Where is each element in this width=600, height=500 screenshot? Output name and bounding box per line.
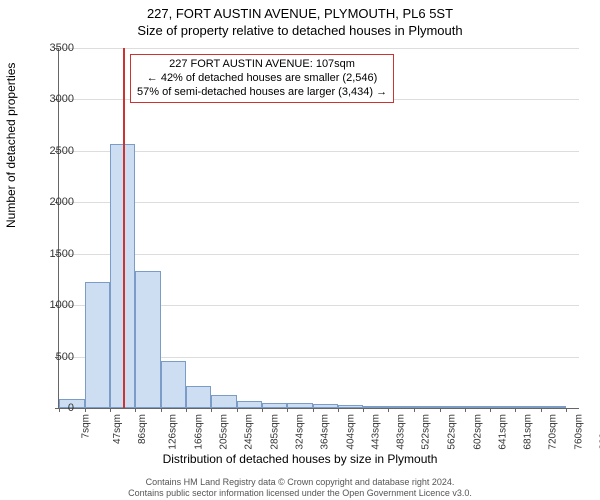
histogram-bar	[211, 395, 237, 408]
histogram-bar	[363, 406, 388, 408]
xtick-mark	[490, 408, 491, 412]
xtick-mark	[515, 408, 516, 412]
xtick-mark	[287, 408, 288, 412]
xtick-mark	[110, 408, 111, 412]
property-marker-line	[123, 48, 125, 408]
histogram-bar	[85, 282, 110, 408]
xtick-mark	[59, 408, 60, 412]
gridline	[59, 151, 579, 152]
xtick-mark	[388, 408, 389, 412]
xtick-mark	[262, 408, 263, 412]
xtick-mark	[186, 408, 187, 412]
ytick-label: 3000	[50, 93, 74, 105]
histogram-bar	[186, 386, 212, 408]
xtick-label: 483sqm	[396, 414, 407, 450]
histogram-bar	[287, 403, 313, 408]
xtick-mark	[135, 408, 136, 412]
xtick-mark	[211, 408, 212, 412]
histogram-bar	[541, 406, 567, 408]
gridline	[59, 254, 579, 255]
ytick-label: 0	[68, 402, 74, 414]
xtick-label: 47sqm	[112, 414, 123, 444]
gridline	[59, 202, 579, 203]
xtick-mark	[440, 408, 441, 412]
xtick-mark	[541, 408, 542, 412]
xtick-label: 522sqm	[421, 414, 432, 450]
footer-line1: Contains HM Land Registry data © Crown c…	[0, 477, 600, 487]
xtick-label: 324sqm	[294, 414, 305, 450]
xtick-label: 760sqm	[573, 414, 584, 450]
annotation-line: 57% of semi-detached houses are larger (…	[137, 86, 387, 100]
xtick-mark	[465, 408, 466, 412]
xtick-mark	[237, 408, 238, 412]
ytick-label: 2500	[50, 145, 74, 157]
xtick-mark	[85, 408, 86, 412]
page-title-line2: Size of property relative to detached ho…	[0, 21, 600, 38]
xtick-label: 641sqm	[497, 414, 508, 450]
annotation-line: 227 FORT AUSTIN AVENUE: 107sqm	[137, 58, 387, 72]
footer-line2: Contains public sector information licen…	[0, 488, 600, 498]
histogram-bar	[440, 406, 465, 408]
xtick-mark	[414, 408, 415, 412]
xtick-label: 562sqm	[447, 414, 458, 450]
xtick-label: 86sqm	[137, 414, 148, 444]
ytick-label: 500	[56, 351, 74, 363]
histogram-bar	[465, 406, 491, 408]
gridline	[59, 48, 579, 49]
xtick-label: 681sqm	[523, 414, 534, 450]
histogram-bar	[313, 404, 338, 408]
annotation-box: 227 FORT AUSTIN AVENUE: 107sqm← 42% of d…	[130, 54, 394, 103]
ytick-label: 3500	[50, 42, 74, 54]
xtick-mark	[363, 408, 364, 412]
histogram-bar	[338, 405, 364, 408]
xtick-label: 7sqm	[80, 414, 91, 438]
histogram-bar	[515, 406, 541, 408]
xtick-label: 166sqm	[193, 414, 204, 450]
histogram-bar	[262, 403, 288, 408]
xtick-mark	[313, 408, 314, 412]
histogram-bar	[388, 406, 414, 408]
annotation-line: ← 42% of detached houses are smaller (2,…	[137, 72, 387, 86]
x-axis-label: Distribution of detached houses by size …	[0, 452, 600, 466]
xtick-mark	[566, 408, 567, 412]
xtick-label: 285sqm	[269, 414, 280, 450]
ytick-label: 1000	[50, 299, 74, 311]
ytick-label: 1500	[50, 248, 74, 260]
histogram-bar	[135, 271, 161, 408]
histogram-bar	[161, 361, 186, 408]
ytick-label: 2000	[50, 196, 74, 208]
page-title-line1: 227, FORT AUSTIN AVENUE, PLYMOUTH, PL6 5…	[0, 0, 600, 21]
histogram-bar	[237, 401, 262, 408]
histogram-bar	[490, 406, 515, 408]
xtick-label: 205sqm	[218, 414, 229, 450]
footer-attribution: Contains HM Land Registry data © Crown c…	[0, 477, 600, 498]
histogram-bar	[414, 406, 440, 408]
xtick-label: 720sqm	[548, 414, 559, 450]
xtick-label: 364sqm	[320, 414, 331, 450]
xtick-mark	[338, 408, 339, 412]
xtick-label: 245sqm	[244, 414, 255, 450]
y-axis-label: Number of detached properties	[4, 63, 18, 228]
xtick-label: 443sqm	[370, 414, 381, 450]
xtick-label: 602sqm	[472, 414, 483, 450]
xtick-mark	[161, 408, 162, 412]
xtick-label: 404sqm	[346, 414, 357, 450]
xtick-label: 126sqm	[168, 414, 179, 450]
